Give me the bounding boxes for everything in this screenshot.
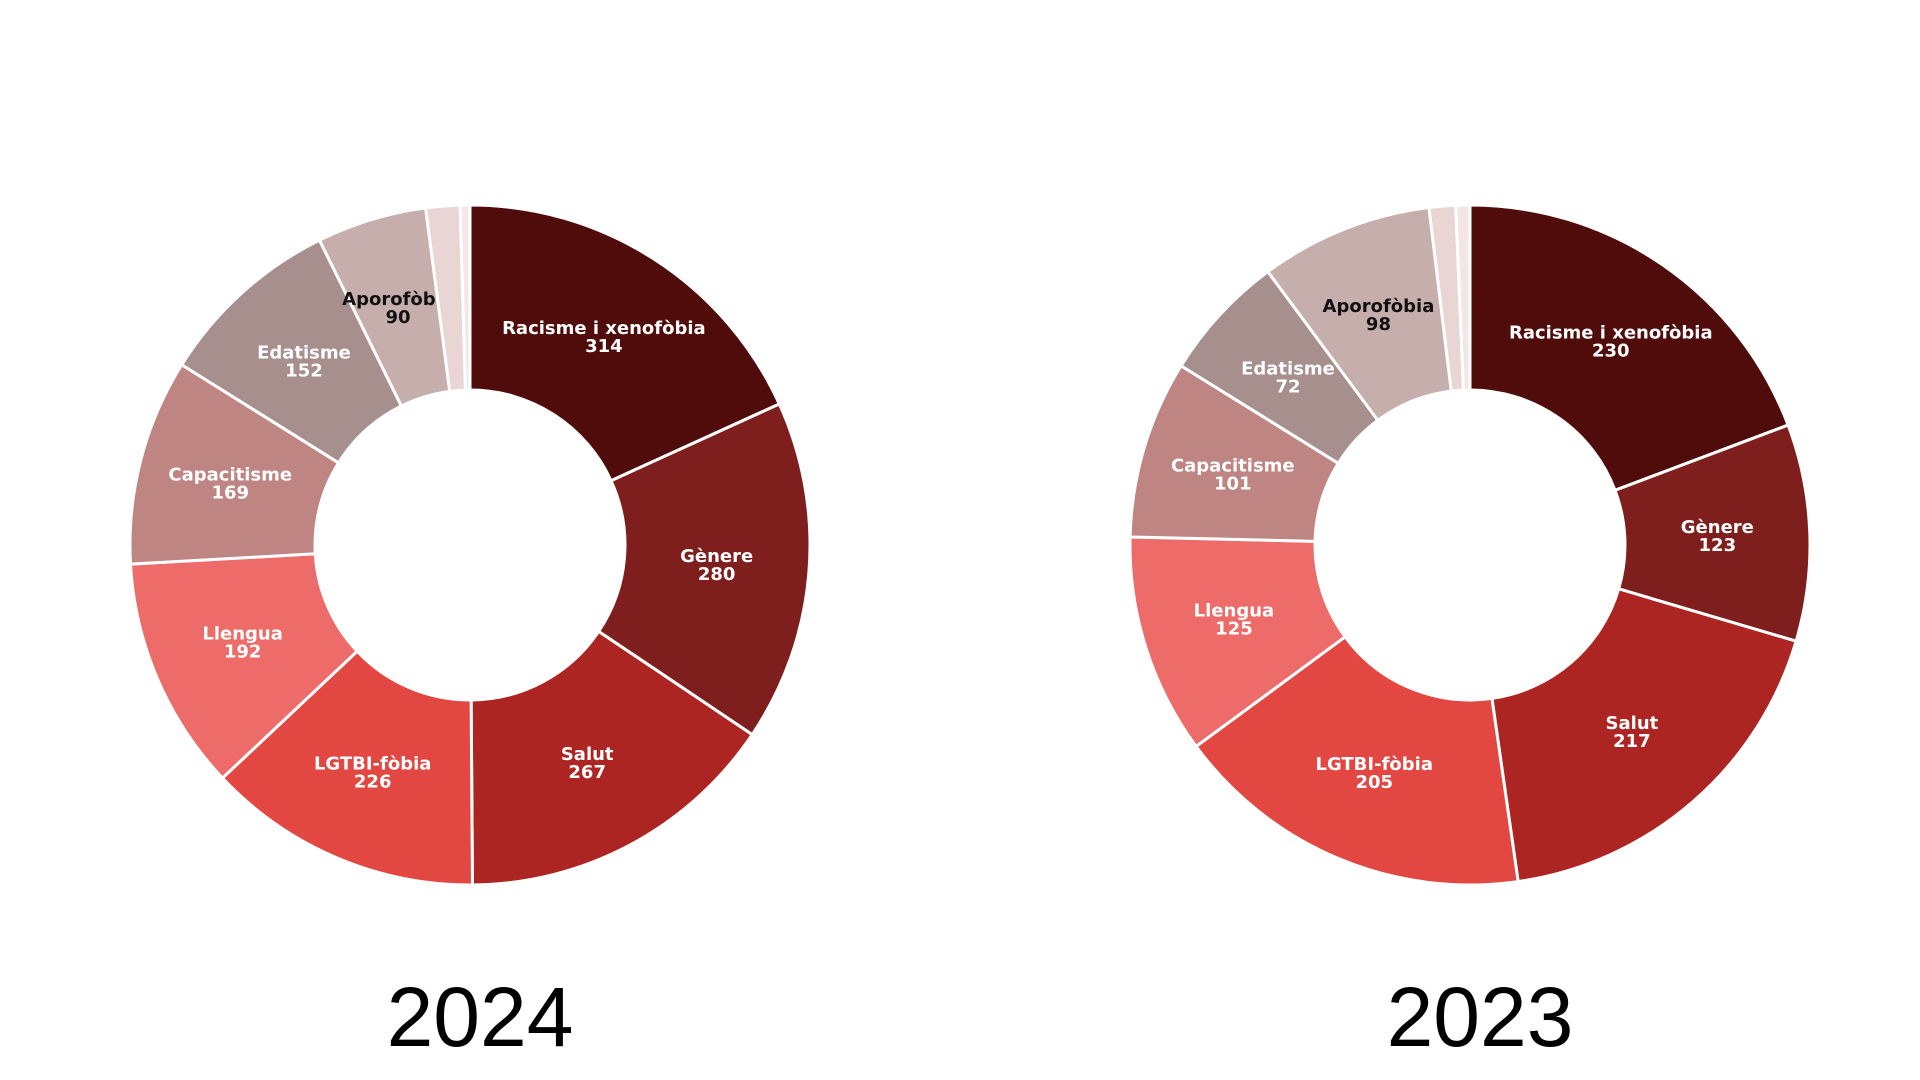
- slice-value-2023-2: 217: [1613, 731, 1651, 752]
- slice-value-2024-1: 280: [698, 564, 736, 585]
- slice-2024-0: [468, 203, 781, 483]
- slice-label-2023-5: Capacitisme: [1171, 455, 1295, 476]
- slice-2023-4: [1128, 535, 1347, 748]
- slice-value-2024-6: 152: [285, 360, 323, 381]
- slice-value-2023-6: 72: [1275, 376, 1300, 397]
- slice-label-2024-7: Aporofòbia: [342, 289, 454, 310]
- slice-label-2024-2: Salut: [561, 744, 614, 765]
- slice-value-2023-3: 205: [1355, 772, 1393, 793]
- slice-label-2023-6: Edatisme: [1241, 358, 1335, 379]
- slice-value-2024-5: 169: [211, 482, 249, 503]
- slice-label-2023-7: Aporofòbia: [1323, 296, 1435, 317]
- slice-label-2023-0: Racisme i xenofòbia: [1509, 322, 1713, 343]
- slice-label-2023-3: LGTBI-fòbia: [1315, 754, 1433, 775]
- slice-value-2023-7: 98: [1366, 314, 1391, 335]
- slice-value-2024-4: 192: [224, 642, 262, 663]
- slice-2024-4: [129, 552, 359, 780]
- slice-2023-9: [1454, 203, 1472, 392]
- slice-2023-3: [1194, 635, 1520, 887]
- slice-2024-2: [469, 629, 754, 887]
- chart-title-2023: 2023: [1386, 970, 1574, 1064]
- chart-title-2024: 2024: [386, 970, 574, 1064]
- slice-2024-9: [458, 203, 472, 392]
- slice-2023-1: [1613, 423, 1812, 643]
- slice-value-2024-0: 314: [585, 336, 623, 357]
- slice-value-2023-5: 101: [1214, 473, 1252, 494]
- slice-label-2023-4: Llengua: [1194, 600, 1275, 621]
- slice-value-2023-1: 123: [1699, 535, 1737, 556]
- slice-2023-0: [1468, 203, 1790, 492]
- slice-label-2024-0: Racisme i xenofòbia: [502, 318, 706, 339]
- slice-label-2023-1: Gènere: [1681, 517, 1754, 538]
- slice-label-2024-1: Gènere: [680, 546, 753, 567]
- slice-2023-2: [1490, 587, 1798, 884]
- slice-2024-1: [597, 402, 812, 737]
- donut-chart-2023: Racisme i xenofòbia 230 Gènere 123 Salut 217 L…: [1000, 0, 1920, 1080]
- slice-label-2024-3: LGTBI-fòbia: [314, 754, 432, 775]
- slice-value-2024-7: 90: [386, 307, 411, 328]
- slice-value-2024-3: 226: [354, 772, 392, 793]
- slice-label-2024-6: Edatisme: [257, 342, 351, 363]
- slice-label-2024-5: Capacitisme: [168, 464, 292, 485]
- donut-chart-2024: Racisme i xenofòbia 314 Gènere 280 Salut 267 L…: [128, 203, 812, 1064]
- slice-value-2024-2: 267: [568, 762, 606, 783]
- slice-label-2023-2: Salut: [1606, 713, 1659, 734]
- slice-2024-3: [220, 649, 474, 887]
- slice-label-2024-4: Llengua: [202, 624, 283, 645]
- slice-value-2023-4: 125: [1215, 618, 1253, 639]
- slice-value-2023-0: 230: [1592, 340, 1630, 361]
